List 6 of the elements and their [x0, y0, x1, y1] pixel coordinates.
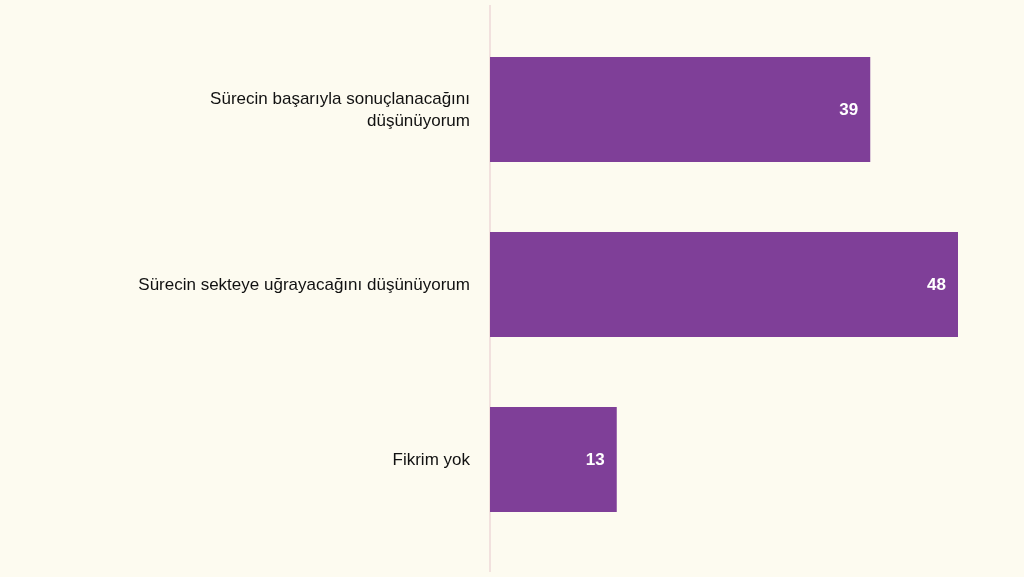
y-tick-label: Sürecin sekteye uğrayacağını düşünüyorum [138, 275, 470, 295]
data-label: 39 [839, 100, 859, 120]
data-label: 13 [585, 450, 605, 470]
y-tick-label: Fikrim yok [392, 450, 471, 470]
data-label: 48 [927, 275, 946, 295]
y-tick-label: Sürecin başarıyla sonuçlanacağını düşünüyorum [210, 89, 470, 131]
